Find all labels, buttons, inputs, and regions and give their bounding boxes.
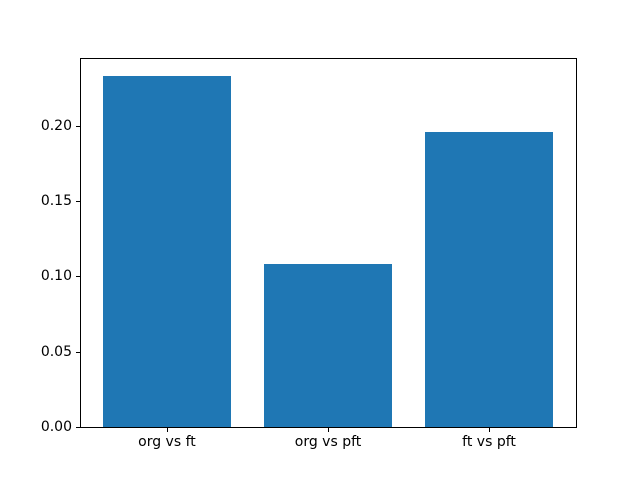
bar-ft-vs-pft xyxy=(424,131,554,427)
x-tick-mark xyxy=(489,428,491,432)
y-tick-label: 0.10 xyxy=(40,268,72,285)
bar-org-vs-pft xyxy=(263,264,393,427)
x-tick-mark xyxy=(166,428,168,432)
x-tick-label: org vs ft xyxy=(138,434,196,450)
y-tick-mark xyxy=(76,427,80,428)
x-tick-label: org vs pft xyxy=(294,434,362,450)
x-tick-label: ft vs pft xyxy=(462,434,516,450)
y-tick-label: 0.00 xyxy=(40,419,72,435)
x-tick-mark xyxy=(328,428,329,432)
y-tick-label: 0.20 xyxy=(40,117,72,134)
y-tick-mark xyxy=(76,276,80,278)
y-tick-mark xyxy=(76,201,80,203)
y-tick-mark xyxy=(76,351,80,353)
y-tick-label: 0.15 xyxy=(40,193,72,210)
bar-org-vs-ft xyxy=(102,76,232,427)
y-tick-label: 0.05 xyxy=(40,343,72,360)
y-tick-mark xyxy=(76,125,80,127)
